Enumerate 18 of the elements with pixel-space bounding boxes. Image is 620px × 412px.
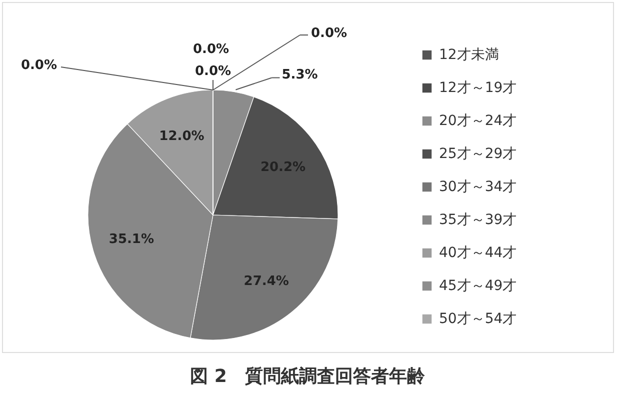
legend-label: 30才～34才 [439,179,517,195]
legend-label: 25才～29才 [439,146,517,162]
text: 図 2 質問紙調査回答者年齢 [190,366,426,387]
data-label: 12.0% [159,128,204,144]
data-label: 5.3% [282,68,318,83]
legend-label: 12才未満 [439,47,499,63]
text: 0.0% [311,26,348,41]
legend-label: 12才～19才 [439,80,517,96]
legend-label: 35才～39才 [439,212,517,228]
legend-label: 50才～54才 [439,311,517,327]
text: 0.0% [20,58,57,73]
data-label: 27.4% [244,274,289,290]
legend-label: 40才～44才 [439,245,517,261]
text: 0.0% [192,42,230,57]
data-label: 35.1% [108,232,154,247]
legend-label: 20才～24才 [439,113,517,129]
legend-label: 45才～49才 [439,278,517,294]
text: 0.0% [194,64,232,79]
